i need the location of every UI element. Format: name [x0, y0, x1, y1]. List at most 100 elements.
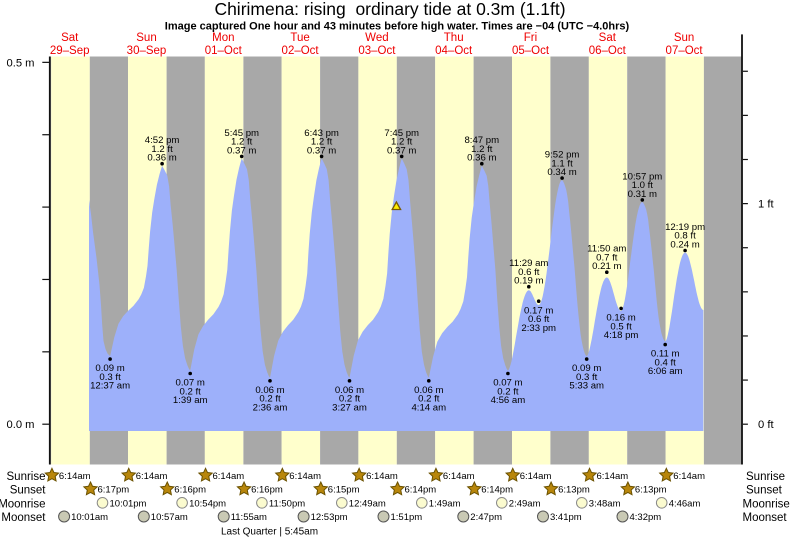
- svg-text:Sunrise: Sunrise: [7, 471, 46, 483]
- svg-text:11:29 am: 11:29 am: [509, 258, 548, 269]
- svg-text:Mon: Mon: [212, 32, 234, 44]
- svg-text:0.06 m: 0.06 m: [255, 385, 284, 396]
- svg-text:1:49am: 1:49am: [429, 499, 461, 510]
- svg-text:30–Sep: 30–Sep: [127, 45, 167, 57]
- svg-text:3:27 am: 3:27 am: [332, 402, 367, 413]
- svg-text:1:39 am: 1:39 am: [173, 395, 208, 406]
- svg-text:6:43 pm: 6:43 pm: [304, 128, 339, 139]
- svg-text:6:14pm: 6:14pm: [481, 485, 513, 496]
- svg-text:Moonrise: Moonrise: [743, 498, 790, 510]
- svg-text:0.21 m: 0.21 m: [592, 261, 621, 272]
- svg-text:0.09 m: 0.09 m: [95, 363, 124, 374]
- svg-text:Tue: Tue: [290, 32, 309, 44]
- svg-text:0 ft: 0 ft: [758, 419, 774, 431]
- svg-text:Last Quarter | 5:45am: Last Quarter | 5:45am: [221, 527, 318, 538]
- svg-text:2:49am: 2:49am: [509, 499, 541, 510]
- svg-text:6:14pm: 6:14pm: [405, 485, 437, 496]
- svg-text:0.07 m: 0.07 m: [176, 378, 205, 389]
- svg-text:1.2 ft: 1.2 ft: [391, 137, 413, 148]
- svg-text:6:17pm: 6:17pm: [98, 485, 130, 496]
- svg-text:0.31 m: 0.31 m: [628, 189, 657, 200]
- svg-text:0.2 ft: 0.2 ft: [418, 394, 440, 405]
- svg-text:0.36 m: 0.36 m: [467, 153, 496, 164]
- svg-text:02–Oct: 02–Oct: [282, 45, 320, 57]
- svg-text:Sunset: Sunset: [746, 485, 783, 497]
- svg-text:6:16pm: 6:16pm: [251, 485, 283, 496]
- svg-text:1.2 ft: 1.2 ft: [151, 144, 173, 155]
- svg-text:10:54pm: 10:54pm: [189, 499, 226, 510]
- svg-text:0.6 ft: 0.6 ft: [528, 314, 550, 325]
- svg-text:7:45 pm: 7:45 pm: [384, 128, 419, 139]
- svg-text:2:33 pm: 2:33 pm: [521, 323, 556, 334]
- svg-text:0.5 ft: 0.5 ft: [610, 321, 632, 332]
- svg-text:11:50pm: 11:50pm: [269, 499, 305, 510]
- svg-text:0.06 m: 0.06 m: [414, 385, 443, 396]
- svg-text:12:49am: 12:49am: [349, 499, 386, 510]
- svg-text:0.37 m: 0.37 m: [387, 145, 416, 156]
- svg-text:10:57 pm: 10:57 pm: [622, 171, 662, 182]
- svg-text:0.0 m: 0.0 m: [7, 419, 35, 431]
- svg-text:0.37 m: 0.37 m: [227, 145, 256, 156]
- svg-text:0.7 ft: 0.7 ft: [596, 252, 618, 263]
- svg-text:1.2 ft: 1.2 ft: [471, 144, 493, 155]
- svg-text:Moonrise: Moonrise: [0, 498, 46, 510]
- svg-text:0.24 m: 0.24 m: [670, 239, 699, 250]
- svg-text:1.0 ft: 1.0 ft: [632, 180, 654, 191]
- svg-text:6:14am: 6:14am: [673, 471, 705, 482]
- svg-text:11:50 am: 11:50 am: [587, 244, 626, 255]
- svg-text:8:47 pm: 8:47 pm: [464, 135, 499, 146]
- svg-text:Moonset: Moonset: [743, 512, 788, 524]
- svg-text:2:36 am: 2:36 am: [253, 402, 288, 413]
- svg-text:6:14am: 6:14am: [520, 471, 552, 482]
- svg-text:4:46am: 4:46am: [669, 499, 701, 510]
- svg-text:0.5 m: 0.5 m: [7, 57, 35, 69]
- svg-text:0.8 ft: 0.8 ft: [674, 231, 696, 242]
- svg-text:0.3 ft: 0.3 ft: [99, 372, 121, 383]
- svg-text:03–Oct: 03–Oct: [358, 45, 396, 57]
- svg-text:Sat: Sat: [61, 32, 79, 44]
- svg-text:0.2 ft: 0.2 ft: [339, 394, 361, 405]
- svg-text:6:13pm: 6:13pm: [635, 485, 667, 496]
- svg-text:0.2 ft: 0.2 ft: [259, 394, 281, 405]
- svg-text:4:14 am: 4:14 am: [411, 402, 446, 413]
- svg-text:Sunset: Sunset: [10, 485, 47, 497]
- svg-text:10:01am: 10:01am: [71, 512, 108, 523]
- svg-text:2:47pm: 2:47pm: [470, 512, 502, 523]
- svg-text:Sun: Sun: [136, 32, 156, 44]
- svg-text:5:45 pm: 5:45 pm: [224, 128, 259, 139]
- svg-text:0.36 m: 0.36 m: [147, 153, 176, 164]
- svg-text:6:13pm: 6:13pm: [558, 485, 590, 496]
- svg-text:3:41pm: 3:41pm: [550, 512, 582, 523]
- svg-text:0.07 m: 0.07 m: [493, 378, 522, 389]
- svg-text:0.6 ft: 0.6 ft: [518, 267, 540, 278]
- svg-text:1 ft: 1 ft: [758, 199, 774, 211]
- svg-text:06–Oct: 06–Oct: [589, 45, 627, 57]
- svg-text:Moonset: Moonset: [1, 512, 46, 524]
- svg-text:6:16pm: 6:16pm: [174, 485, 206, 496]
- svg-text:4:52 pm: 4:52 pm: [145, 135, 180, 146]
- svg-text:12:37 am: 12:37 am: [90, 381, 130, 392]
- svg-text:9:52 pm: 9:52 pm: [545, 150, 580, 161]
- svg-text:10:01pm: 10:01pm: [110, 499, 147, 510]
- svg-text:0.34 m: 0.34 m: [547, 167, 576, 178]
- svg-text:0.09 m: 0.09 m: [572, 363, 601, 374]
- svg-text:0.11 m: 0.11 m: [651, 349, 680, 360]
- svg-text:10:57am: 10:57am: [151, 512, 188, 523]
- svg-text:6:14am: 6:14am: [597, 471, 629, 482]
- svg-text:Image captured One hour and 43: Image captured One hour and 43 minutes b…: [165, 20, 630, 32]
- svg-text:0.4 ft: 0.4 ft: [655, 357, 677, 368]
- svg-text:0.17 m: 0.17 m: [524, 305, 553, 316]
- svg-text:1.2 ft: 1.2 ft: [311, 137, 333, 148]
- svg-text:11:55am: 11:55am: [231, 512, 267, 523]
- svg-text:Thu: Thu: [444, 32, 464, 44]
- svg-text:0.3 ft: 0.3 ft: [576, 372, 598, 383]
- svg-text:0.2 ft: 0.2 ft: [180, 386, 202, 397]
- svg-text:6:14am: 6:14am: [289, 471, 321, 482]
- svg-text:0.06 m: 0.06 m: [335, 385, 364, 396]
- svg-text:1:51pm: 1:51pm: [391, 512, 423, 523]
- svg-text:0.19 m: 0.19 m: [514, 276, 543, 287]
- svg-text:Sun: Sun: [674, 32, 694, 44]
- svg-text:29–Sep: 29–Sep: [50, 45, 90, 57]
- svg-text:5:33 am: 5:33 am: [569, 381, 604, 392]
- svg-text:0.16 m: 0.16 m: [606, 313, 635, 324]
